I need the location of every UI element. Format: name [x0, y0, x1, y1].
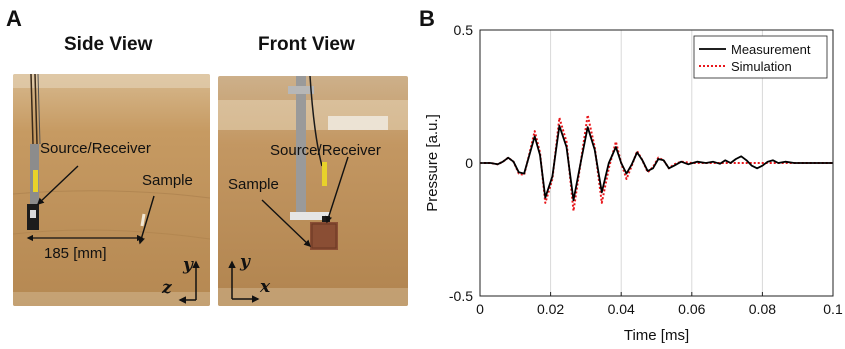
front-view-title: Front View [258, 34, 355, 55]
panel-a-annotation-arrows [26, 156, 349, 304]
side-source-receiver-label: Source/Receiver [40, 140, 151, 157]
x-tick-label: 0.04 [608, 301, 635, 317]
side-axis-y-label: y [183, 255, 193, 275]
y-tick-label: 0.5 [454, 22, 474, 38]
front-axis-y-label: y [240, 252, 250, 272]
front-axis-x-label: x [260, 277, 271, 297]
front-sample-label: Sample [228, 176, 279, 193]
legend-label-measurement: Measurement [731, 42, 811, 57]
tick-layer: 0 0.02 0.04 0.06 0.08 0.1-0.500.5 [449, 22, 843, 317]
x-tick-label: 0.08 [749, 301, 776, 317]
y-tick-label: 0 [465, 155, 473, 171]
x-tick-label: 0.1 [823, 301, 843, 317]
side-sample-label: Sample [142, 172, 193, 189]
side-view-photo [13, 74, 210, 306]
side-source-arrow [36, 165, 79, 205]
front-view-photo [218, 76, 408, 306]
legend-label-simulation: Simulation [731, 59, 792, 74]
side-distance-label: 185 [mm] [44, 245, 107, 262]
side-view-illustration [13, 74, 210, 306]
front-view-illustration [218, 76, 408, 306]
panel-a-letter: A [6, 6, 22, 31]
x-tick-label: 0.06 [678, 301, 705, 317]
front-source-arrow [325, 156, 349, 224]
x-tick-label: 0.02 [537, 301, 564, 317]
front-source-receiver-label: Source/Receiver [270, 142, 381, 159]
y-tick-label: -0.5 [449, 288, 473, 304]
series-line-simulation [480, 114, 833, 212]
side-axis-z-label: z [162, 278, 172, 298]
series-line-measurement [480, 124, 833, 202]
legend: Measurement Simulation [693, 35, 828, 79]
panel-b-letter: B [419, 6, 435, 31]
legend-box [693, 35, 828, 79]
x-tick-label: 0 [476, 301, 484, 317]
series-layer [480, 114, 833, 212]
x-axis-label: Time [ms] [624, 327, 689, 344]
front-sample-arrow [261, 199, 312, 247]
y-axis-label: Pressure [a.u.] [424, 114, 441, 212]
side-view-title: Side View [64, 34, 153, 55]
